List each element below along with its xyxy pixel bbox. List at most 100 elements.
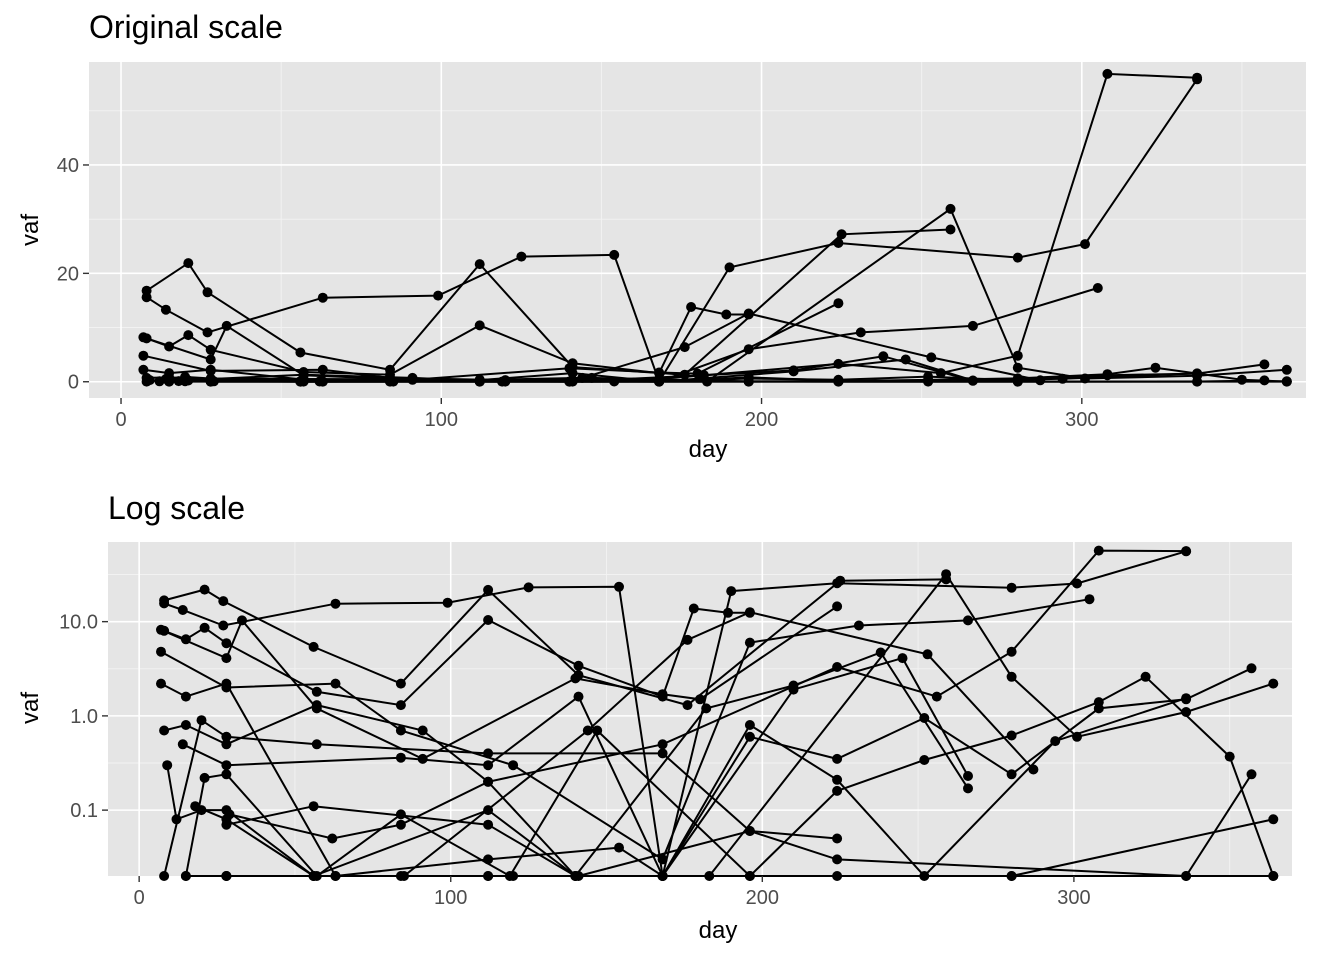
data-point-v4: [138, 332, 149, 343]
data-point-v12: [744, 731, 755, 742]
data-point-v7: [1192, 72, 1203, 83]
data-point-v11: [586, 372, 597, 383]
data-point-v9: [657, 748, 668, 759]
data-point-v15: [221, 814, 232, 825]
data-point-v9: [141, 376, 152, 387]
data-point-v7: [417, 725, 428, 736]
data-point-v10: [395, 752, 406, 763]
data-point-v1: [945, 224, 956, 235]
data-point-v1: [679, 369, 690, 380]
data-point-v11: [221, 769, 232, 780]
data-point-v16: [500, 376, 511, 387]
x-tick-label: 200: [746, 887, 779, 909]
data-point-v1: [395, 678, 406, 689]
data-point-v3: [180, 634, 191, 645]
data-point-v3: [395, 700, 406, 711]
data-point-v14: [1050, 736, 1061, 747]
data-point-v7: [657, 739, 668, 750]
data-point-v9: [221, 731, 232, 742]
data-point-v2: [330, 598, 341, 609]
data-point-v4: [695, 694, 705, 705]
data-point-v14: [1181, 693, 1192, 704]
data-point-v9: [832, 833, 843, 844]
y-tick-label: 1.0: [70, 706, 98, 728]
data-point-v13: [701, 703, 712, 714]
data-point-v15: [1246, 769, 1257, 780]
series-line-v7: [163, 549, 1187, 783]
data-point-v8: [483, 805, 494, 816]
data-point-v2: [832, 578, 843, 589]
data-point-v6: [922, 649, 933, 660]
data-point-v2: [317, 292, 328, 303]
data-point-v4: [417, 753, 428, 764]
data-point-v6: [744, 607, 755, 618]
data-point-v8: [945, 203, 956, 214]
data-point-v5: [744, 637, 755, 648]
data-point-v5: [1092, 283, 1103, 293]
data-point-v8: [1006, 671, 1017, 682]
data-point-v5: [963, 615, 973, 626]
data-point-v3: [164, 341, 175, 352]
data-point-v3: [474, 320, 485, 331]
data-point-v10: [567, 368, 578, 379]
axes: 0 100 200 300 0 20 40: [57, 155, 1099, 431]
x-tick-label: 300: [1065, 409, 1098, 431]
data-point-v6: [1028, 764, 1039, 775]
data-point-v1: [308, 641, 319, 652]
data-point-v12: [483, 819, 494, 830]
data-point-v14: [919, 871, 930, 881]
data-point-v8: [1268, 678, 1279, 689]
data-point-v17: [657, 871, 668, 881]
data-point-v4: [221, 653, 232, 664]
x-tick-label: 100: [425, 409, 458, 431]
data-point-v6: [682, 634, 693, 645]
data-point-v4: [832, 601, 843, 612]
data-point-v4: [205, 354, 216, 365]
data-point-v14: [923, 376, 934, 387]
data-point-v7: [1102, 68, 1113, 79]
data-point-v15: [567, 376, 578, 387]
data-point-v17: [474, 376, 485, 387]
series-line-v1: [163, 578, 947, 707]
data-point-v12: [832, 753, 843, 764]
data-point-v13: [395, 819, 406, 830]
data-point-v2: [609, 249, 620, 260]
data-series: [156, 545, 1279, 881]
data-point-v15: [573, 871, 584, 881]
data-point-v2: [724, 262, 735, 273]
data-point-v16: [744, 871, 755, 881]
data-point-v12: [1093, 703, 1104, 714]
data-point-v6: [1035, 375, 1046, 386]
data-point-v14: [744, 720, 755, 730]
data-point-v12: [1259, 359, 1270, 370]
data-point-v8: [171, 814, 182, 825]
data-point-v13: [788, 680, 799, 691]
data-point-v6: [582, 725, 593, 736]
data-point-v10: [221, 760, 232, 771]
data-point-v11: [1006, 730, 1017, 741]
data-point-v13: [327, 833, 338, 844]
y-axis-title: vaf: [17, 214, 44, 246]
data-point-v2: [1072, 578, 1082, 589]
data-point-v11: [832, 785, 843, 796]
data-point-v15: [744, 826, 755, 836]
data-point-v17: [295, 376, 306, 387]
data-point-v17: [205, 376, 216, 387]
data-point-v5: [743, 344, 754, 355]
x-tick-label: 0: [115, 409, 126, 431]
data-point-v7: [1181, 546, 1192, 557]
data-point-v6: [926, 352, 937, 363]
data-point-v14: [483, 854, 494, 865]
data-point-v2: [726, 586, 737, 597]
data-point-v14: [1192, 368, 1203, 379]
data-point-v16: [1268, 814, 1279, 825]
data-point-v5: [855, 327, 866, 338]
data-point-v1: [183, 258, 194, 269]
data-point-v3: [686, 302, 697, 312]
data-point-v14: [330, 871, 341, 881]
y-tick-label: 0: [68, 372, 79, 394]
axes: 0 100 200 300 0.1 1.0 10.0: [59, 612, 1091, 909]
data-point-v7: [159, 725, 170, 736]
data-point-v5: [1084, 594, 1095, 605]
